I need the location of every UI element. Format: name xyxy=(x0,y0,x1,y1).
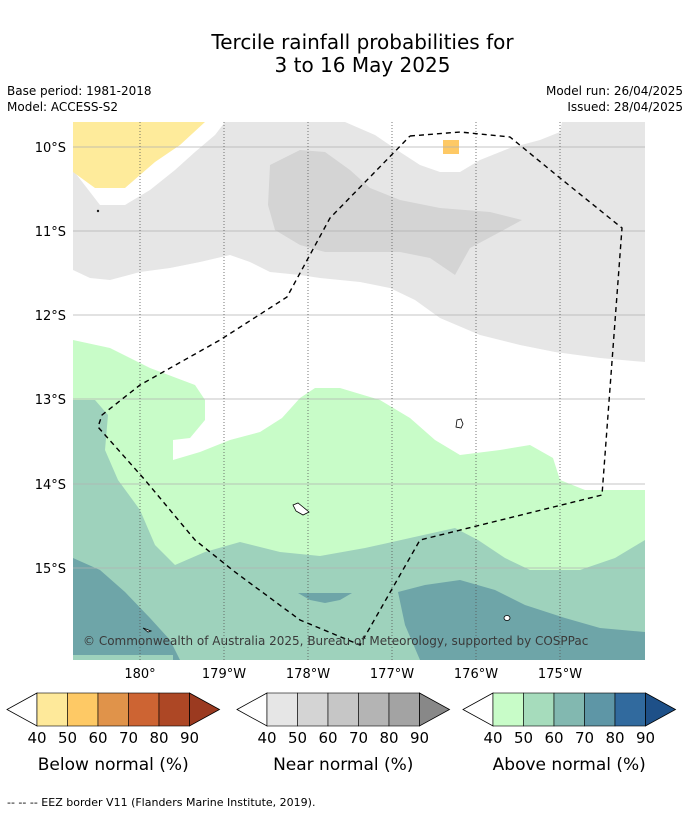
title-line-2: 3 to 16 May 2025 xyxy=(274,53,451,77)
lat-label-10s: 10°S xyxy=(35,141,66,156)
legend-tick-label: 90 xyxy=(410,729,429,747)
island-dot xyxy=(96,209,100,213)
below-normal-40-region xyxy=(73,122,205,188)
legend-tick-label: 90 xyxy=(180,729,199,747)
legend-near: 40 50 60 70 80 90 Near normal (%) xyxy=(236,692,451,775)
island-south xyxy=(142,627,153,633)
lon-label-177w: 177°W xyxy=(370,667,414,682)
legend-tick-label: 80 xyxy=(605,729,624,747)
legend-tick-label: 70 xyxy=(575,729,594,747)
legend-cell xyxy=(158,692,190,727)
above-normal-50-strip xyxy=(73,655,173,660)
legend-cell xyxy=(358,692,390,727)
legend-cell xyxy=(388,692,420,727)
lon-label-178w: 178°W xyxy=(286,667,330,682)
latitude-labels: 10°S 11°S 12°S 13°S 14°S 15°S xyxy=(35,141,66,577)
longitude-labels: 180° 179°W 178°W 177°W 176°W 175°W xyxy=(124,667,582,682)
probability-map: © Commonwealth of Australia 2025, Bureau… xyxy=(73,122,645,660)
lon-label-180: 180° xyxy=(124,667,155,682)
lon-label-175w: 175°W xyxy=(538,667,582,682)
copyright-notice: © Commonwealth of Australia 2025, Bureau… xyxy=(83,634,588,648)
legend-cell xyxy=(523,692,555,727)
lon-label-176w: 176°W xyxy=(454,667,498,682)
legend-cell xyxy=(584,692,616,727)
lat-label-11s: 11°S xyxy=(35,225,66,240)
near-normal-50-region xyxy=(268,150,522,275)
legend-tick-label: 60 xyxy=(544,729,563,747)
legend-cell xyxy=(492,692,524,727)
model-info: Base period: 1981-2018 Model: ACCESS-S2 xyxy=(7,83,152,115)
issued-date: Issued: 28/04/2025 xyxy=(567,100,683,114)
legend-cell xyxy=(553,692,585,727)
legend-cell xyxy=(97,692,129,727)
legend-tick-label: 70 xyxy=(349,729,368,747)
lon-label-179w: 179°W xyxy=(202,667,246,682)
legend-high-arrow xyxy=(419,692,451,727)
legend-tick-label: 60 xyxy=(318,729,337,747)
legend-cell xyxy=(266,692,298,727)
legend-tick-label: 60 xyxy=(88,729,107,747)
above-normal-60-region-east xyxy=(398,580,645,660)
legend-low-arrow xyxy=(462,692,494,727)
legend-tick-label: 90 xyxy=(636,729,655,747)
lat-label-12s: 12°S xyxy=(35,309,66,324)
above-normal-60-patch xyxy=(298,593,352,603)
run-info: Model run: 26/04/2025 Issued: 28/04/2025 xyxy=(546,83,683,115)
above-normal-60-region xyxy=(73,558,180,660)
legend-cell xyxy=(614,692,646,727)
eez-footnote: -- -- -- EEZ border V11 (Flanders Marine… xyxy=(7,796,316,809)
legend-cell xyxy=(297,692,329,727)
legend-tick-label: 50 xyxy=(514,729,533,747)
lat-label-13s: 13°S xyxy=(35,393,66,408)
legend-cell xyxy=(67,692,99,727)
base-period: Base period: 1981-2018 xyxy=(7,84,152,98)
legend-tick-label: 40 xyxy=(483,729,502,747)
legend-title: Near normal (%) xyxy=(273,755,413,775)
legend-cell xyxy=(128,692,160,727)
model-run-date: Model run: 26/04/2025 xyxy=(545,84,683,98)
legend-title: Below normal (%) xyxy=(38,755,189,775)
legend-tick-label: 40 xyxy=(27,729,46,747)
island-wallis xyxy=(292,502,310,516)
legend-tick-label: 40 xyxy=(257,729,276,747)
legend-tick-label: 80 xyxy=(379,729,398,747)
lat-label-14s: 14°S xyxy=(35,478,66,493)
legends: 40 50 60 70 80 90 Below normal (%) 40 50 60 70 80 90… xyxy=(6,692,677,775)
map-figure: © Commonwealth of Australia 2025, Bureau… xyxy=(6,122,677,775)
model-name: Model: ACCESS-S2 xyxy=(7,100,119,114)
eez-border xyxy=(97,131,623,646)
legend-high-arrow xyxy=(645,692,677,727)
islands xyxy=(96,209,511,633)
lat-label-15s: 15°S xyxy=(35,562,66,577)
legend-tick-label: 80 xyxy=(149,729,168,747)
legend-tick-label: 50 xyxy=(58,729,77,747)
island-north xyxy=(455,418,464,429)
legend-low-arrow xyxy=(6,692,38,727)
legend-high-arrow xyxy=(189,692,221,727)
legend-tick-label: 70 xyxy=(119,729,138,747)
legend-tick-label: 50 xyxy=(288,729,307,747)
legend-title: Above normal (%) xyxy=(493,755,646,775)
graticule xyxy=(73,146,645,569)
chart-title: Tercile rainfall probabilities for 3 to … xyxy=(0,31,690,77)
legend-cell xyxy=(36,692,68,727)
legend-below: 40 50 60 70 80 90 Below normal (%) xyxy=(6,692,221,775)
legend-cell xyxy=(327,692,359,727)
legend-low-arrow xyxy=(236,692,268,727)
legend-above: 40 50 60 70 80 90 Above normal (%) xyxy=(462,692,677,775)
title-line-1: Tercile rainfall probabilities for xyxy=(211,30,514,54)
island-east xyxy=(503,615,511,621)
